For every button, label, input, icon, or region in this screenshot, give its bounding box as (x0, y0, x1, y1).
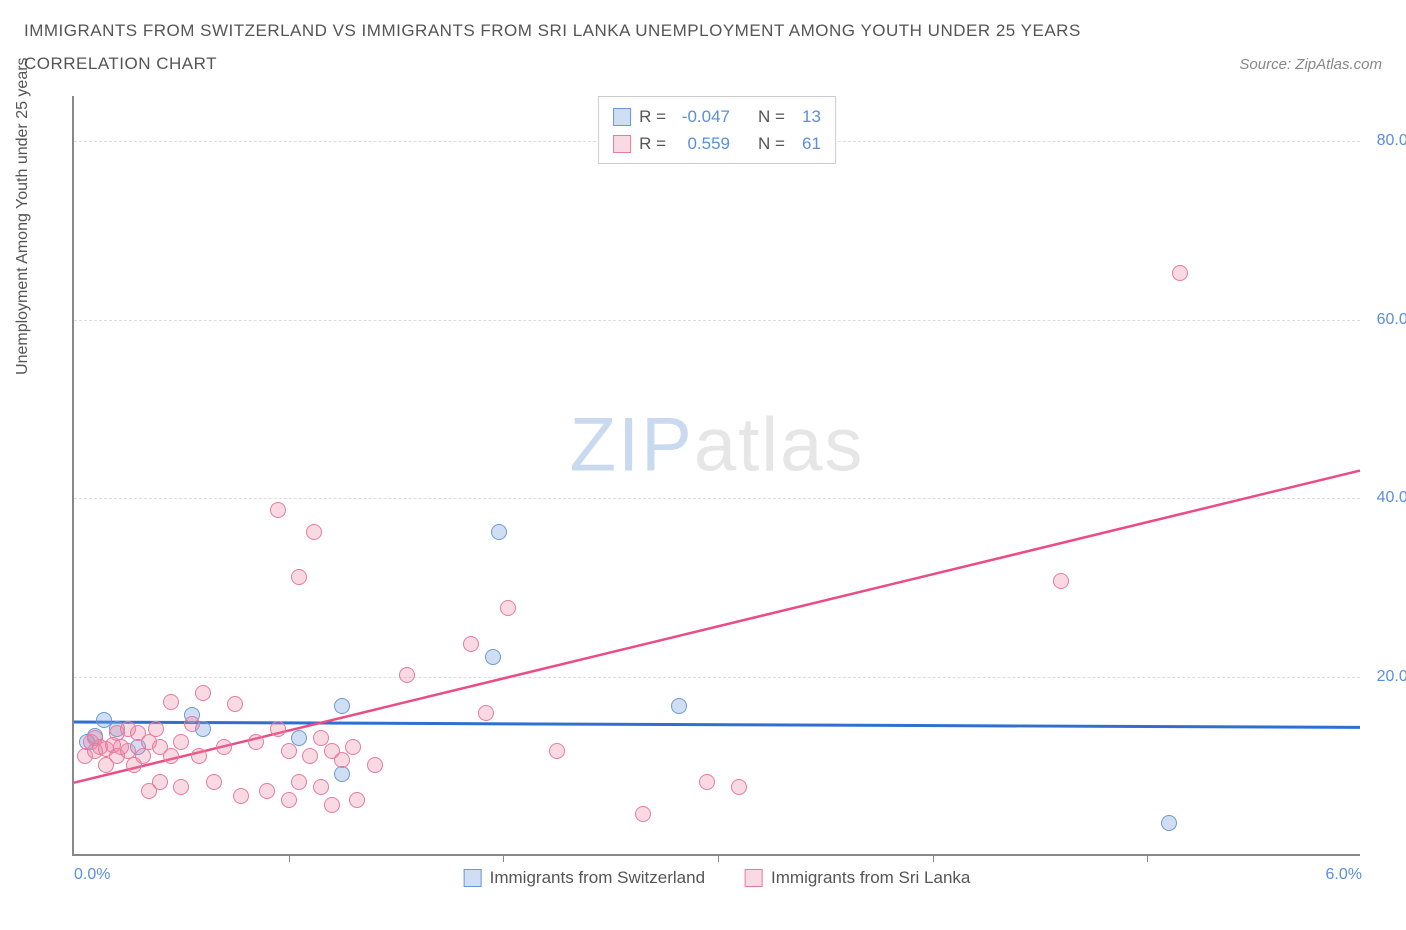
source-name: ZipAtlas.com (1295, 56, 1382, 73)
plot-area: R = -0.047 N = 13 R = 0.559 N = 61 ZIPat… (72, 96, 1360, 856)
n-label-1: N = (758, 130, 785, 157)
xtick (503, 854, 504, 862)
stats-legend: R = -0.047 N = 13 R = 0.559 N = 61 (598, 96, 836, 164)
y-axis-label: Unemployment Among Youth under 25 years (14, 57, 32, 375)
chart-header: IMMIGRANTS FROM SWITZERLAND VS IMMIGRANT… (0, 0, 1406, 74)
point-srilanka (1053, 573, 1069, 589)
point-srilanka (163, 748, 179, 764)
point-srilanka (334, 752, 350, 768)
r-label-0: R = (639, 103, 666, 130)
point-srilanka (173, 779, 189, 795)
xtick (1147, 854, 1148, 862)
point-srilanka (731, 779, 747, 795)
point-srilanka (313, 779, 329, 795)
point-srilanka (227, 696, 243, 712)
point-switzerland (491, 524, 507, 540)
point-switzerland (671, 698, 687, 714)
point-srilanka (191, 748, 207, 764)
legend-label-switzerland: Immigrants from Switzerland (490, 868, 705, 888)
point-srilanka (148, 721, 164, 737)
point-srilanka (324, 797, 340, 813)
swatch-srilanka (613, 135, 631, 153)
point-srilanka (549, 743, 565, 759)
stats-row-srilanka: R = 0.559 N = 61 (613, 130, 821, 157)
ytick-label: 80.0% (1377, 132, 1406, 150)
point-srilanka (291, 569, 307, 585)
point-srilanka (399, 667, 415, 683)
legend-swatch-srilanka (745, 869, 763, 887)
subtitle-row: CORRELATION CHART Source: ZipAtlas.com (24, 54, 1382, 74)
point-srilanka (500, 600, 516, 616)
trend-line (74, 471, 1360, 783)
point-srilanka (635, 806, 651, 822)
xtick (289, 854, 290, 862)
point-srilanka (270, 502, 286, 518)
point-srilanka (478, 705, 494, 721)
point-switzerland (291, 730, 307, 746)
legend-item-srilanka: Immigrants from Sri Lanka (745, 868, 970, 888)
legend-label-srilanka: Immigrants from Sri Lanka (771, 868, 970, 888)
point-srilanka (233, 788, 249, 804)
trend-line (74, 722, 1360, 727)
chart-subtitle: CORRELATION CHART (24, 54, 217, 74)
source-label: Source: (1239, 56, 1295, 73)
point-srilanka (195, 685, 211, 701)
point-srilanka (259, 783, 275, 799)
point-srilanka (216, 739, 232, 755)
point-srilanka (184, 716, 200, 732)
chart-title: IMMIGRANTS FROM SWITZERLAND VS IMMIGRANT… (24, 18, 1382, 44)
ytick-label: 20.0% (1377, 668, 1406, 686)
point-srilanka (306, 524, 322, 540)
point-switzerland (334, 698, 350, 714)
r-value-1: 0.559 (674, 130, 730, 157)
swatch-switzerland (613, 108, 631, 126)
n-value-1: 61 (793, 130, 821, 157)
point-srilanka (349, 792, 365, 808)
point-srilanka (463, 636, 479, 652)
xtick (718, 854, 719, 862)
source-attribution: Source: ZipAtlas.com (1239, 56, 1382, 73)
point-srilanka (281, 743, 297, 759)
point-srilanka (163, 694, 179, 710)
legend-item-switzerland: Immigrants from Switzerland (464, 868, 705, 888)
legend-swatch-switzerland (464, 869, 482, 887)
point-srilanka (699, 774, 715, 790)
point-srilanka (270, 721, 286, 737)
point-srilanka (1172, 265, 1188, 281)
r-value-0: -0.047 (674, 103, 730, 130)
xtick-label: 0.0% (74, 866, 110, 884)
point-srilanka (152, 774, 168, 790)
point-srilanka (248, 734, 264, 750)
point-srilanka (173, 734, 189, 750)
point-srilanka (281, 792, 297, 808)
n-label-0: N = (758, 103, 785, 130)
ytick-label: 40.0% (1377, 489, 1406, 507)
point-srilanka (206, 774, 222, 790)
stats-row-switzerland: R = -0.047 N = 13 (613, 103, 821, 130)
point-srilanka (302, 748, 318, 764)
n-value-0: 13 (793, 103, 821, 130)
trend-lines (74, 96, 1360, 854)
point-srilanka (291, 774, 307, 790)
point-switzerland (485, 649, 501, 665)
xtick-label: 6.0% (1326, 866, 1362, 884)
series-legend: Immigrants from Switzerland Immigrants f… (464, 868, 971, 888)
r-label-1: R = (639, 130, 666, 157)
point-srilanka (367, 757, 383, 773)
ytick-label: 60.0% (1377, 311, 1406, 329)
point-switzerland (1161, 815, 1177, 831)
xtick (933, 854, 934, 862)
point-srilanka (345, 739, 361, 755)
chart-container: Unemployment Among Youth under 25 years … (24, 92, 1382, 912)
